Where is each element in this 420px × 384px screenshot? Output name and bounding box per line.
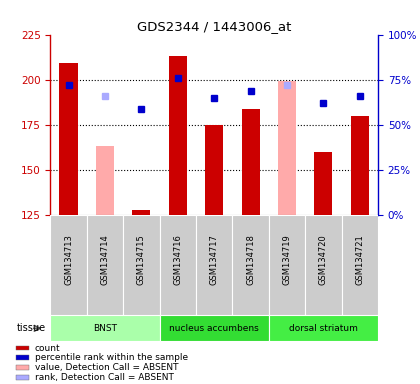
Text: GSM134716: GSM134716 xyxy=(173,235,182,285)
Bar xyxy=(123,215,160,315)
Bar xyxy=(205,125,223,215)
Text: rank, Detection Call = ABSENT: rank, Detection Call = ABSENT xyxy=(34,373,173,382)
Bar xyxy=(169,56,187,215)
Bar xyxy=(50,315,160,341)
Bar xyxy=(314,152,333,215)
Bar xyxy=(16,365,29,370)
Bar xyxy=(232,215,269,315)
Text: GSM134719: GSM134719 xyxy=(283,235,291,285)
Bar xyxy=(160,215,196,315)
Text: tissue: tissue xyxy=(17,323,46,333)
Bar xyxy=(341,215,378,315)
Text: GSM134715: GSM134715 xyxy=(137,235,146,285)
Text: GSM134718: GSM134718 xyxy=(246,235,255,285)
Bar xyxy=(305,215,341,315)
Bar xyxy=(60,63,78,215)
Bar xyxy=(269,315,378,341)
Text: dorsal striatum: dorsal striatum xyxy=(289,324,358,333)
Bar xyxy=(160,315,269,341)
Bar xyxy=(241,109,260,215)
Bar xyxy=(269,215,305,315)
Text: GSM134721: GSM134721 xyxy=(355,235,364,285)
Text: GSM134717: GSM134717 xyxy=(210,235,219,285)
Bar xyxy=(351,116,369,215)
Text: value, Detection Call = ABSENT: value, Detection Call = ABSENT xyxy=(34,363,178,372)
Bar xyxy=(16,375,29,379)
Bar xyxy=(96,146,114,215)
Bar xyxy=(16,346,29,351)
Bar xyxy=(278,81,296,215)
Text: BNST: BNST xyxy=(93,324,117,333)
Text: nucleus accumbens: nucleus accumbens xyxy=(169,324,259,333)
Text: GSM134714: GSM134714 xyxy=(100,235,110,285)
Title: GDS2344 / 1443006_at: GDS2344 / 1443006_at xyxy=(137,20,291,33)
Bar xyxy=(132,210,150,215)
Text: GSM134713: GSM134713 xyxy=(64,235,73,285)
Text: count: count xyxy=(34,344,60,353)
Text: percentile rank within the sample: percentile rank within the sample xyxy=(34,353,188,362)
Bar xyxy=(16,356,29,360)
Bar xyxy=(196,215,232,315)
Bar xyxy=(50,215,87,315)
Text: GSM134720: GSM134720 xyxy=(319,235,328,285)
Bar xyxy=(87,215,123,315)
